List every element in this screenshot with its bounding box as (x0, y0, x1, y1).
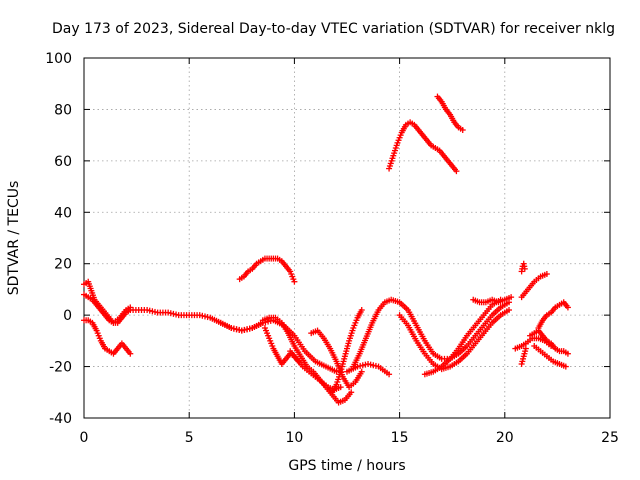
data-point (127, 350, 134, 357)
x-axis-label: GPS time / hours (288, 458, 405, 474)
data-point (358, 307, 365, 313)
plot-frame (83, 57, 611, 419)
data-point (521, 265, 528, 272)
y-axis-label: SDTVAR / TECUs (6, 181, 22, 296)
grid-lines (84, 58, 610, 418)
data-point (358, 368, 365, 375)
data-point (348, 389, 355, 396)
chart-title: Day 173 of 2023, Sidereal Day-to-day VTE… (52, 21, 615, 37)
data-point (291, 278, 298, 285)
data-points (81, 93, 571, 406)
data-point (564, 304, 571, 311)
data-point (508, 294, 515, 301)
data-point (386, 371, 393, 378)
axis-ticks (83, 57, 611, 419)
y-tick-label: -20 (49, 360, 72, 376)
x-tick-label: 5 (185, 430, 194, 446)
x-tick-label: 20 (496, 430, 514, 446)
data-point (337, 384, 344, 391)
data-point (564, 350, 571, 357)
y-tick-label: 0 (63, 308, 72, 324)
x-tick-label: 25 (601, 430, 619, 446)
y-tick-label: 100 (45, 51, 72, 67)
y-tick-label: 60 (54, 154, 72, 170)
data-point (562, 363, 569, 370)
data-point (459, 127, 466, 133)
data-point (543, 271, 550, 277)
tick-labels: 0 5 10 15 20 25 -40 -20 0 20 40 60 80 100 (45, 51, 619, 446)
y-tick-label: 20 (54, 257, 72, 273)
data-point (522, 345, 529, 352)
x-tick-label: 10 (285, 430, 303, 446)
y-tick-label: 80 (54, 102, 72, 118)
x-tick-label: 0 (80, 430, 89, 446)
data-point (506, 307, 513, 313)
x-tick-label: 15 (391, 430, 409, 446)
data-point (453, 168, 460, 175)
y-tick-label: 40 (54, 205, 72, 221)
y-tick-label: -40 (49, 411, 72, 427)
